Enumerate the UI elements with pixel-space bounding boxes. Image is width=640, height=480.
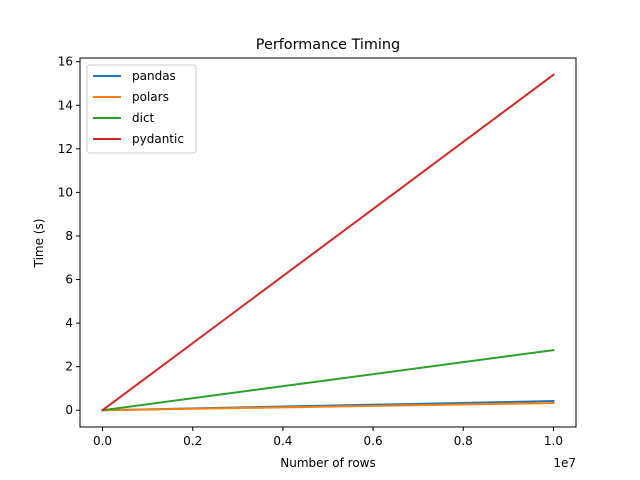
- x-tick-label: 0.6: [364, 434, 383, 448]
- x-tick-label: 0.8: [454, 434, 473, 448]
- y-tick-label: 4: [65, 316, 73, 330]
- y-tick-label: 6: [65, 273, 73, 287]
- y-tick-label: 8: [65, 229, 73, 243]
- series-line-pydantic: [101, 73, 555, 412]
- legend-box: [86, 64, 197, 154]
- axes-frame: [79, 57, 577, 428]
- x-tick-label: 0.4: [273, 434, 292, 448]
- legend-label-dict: dict: [132, 111, 155, 125]
- x-axis-title: Number of rows: [280, 456, 375, 470]
- chart-title: Performance Timing: [256, 37, 400, 53]
- y-tick-label: 16: [58, 55, 73, 69]
- y-tick-label: 10: [58, 185, 73, 199]
- series-layer: [101, 73, 555, 412]
- y-tick-label: 0: [65, 403, 73, 417]
- legend-label-pydantic: pydantic: [132, 132, 184, 146]
- x-tick-label: 1.0: [544, 434, 563, 448]
- y-tick-label: 2: [65, 360, 73, 374]
- series-line-polars: [101, 402, 555, 412]
- y-axis-ticks: 0 2 4 6 8 10 12 14 16: [58, 55, 80, 417]
- y-axis-title: Time (s): [32, 219, 46, 269]
- x-axis-offset-label: 1e7: [553, 456, 576, 470]
- x-tick-label: 0.0: [93, 434, 112, 448]
- series-line-dict: [101, 348, 555, 412]
- y-tick-label: 14: [58, 98, 73, 112]
- axes-layer: [79, 57, 577, 428]
- legend-label-pandas: pandas: [132, 69, 176, 83]
- x-tick-label: 0.2: [183, 434, 202, 448]
- x-axis-ticks: 0.0 0.2 0.4 0.6 0.8 1.0: [93, 427, 563, 448]
- legend-label-polars: polars: [132, 90, 169, 104]
- legend: pandas polars dict pydantic: [86, 64, 197, 154]
- y-tick-label: 12: [58, 142, 73, 156]
